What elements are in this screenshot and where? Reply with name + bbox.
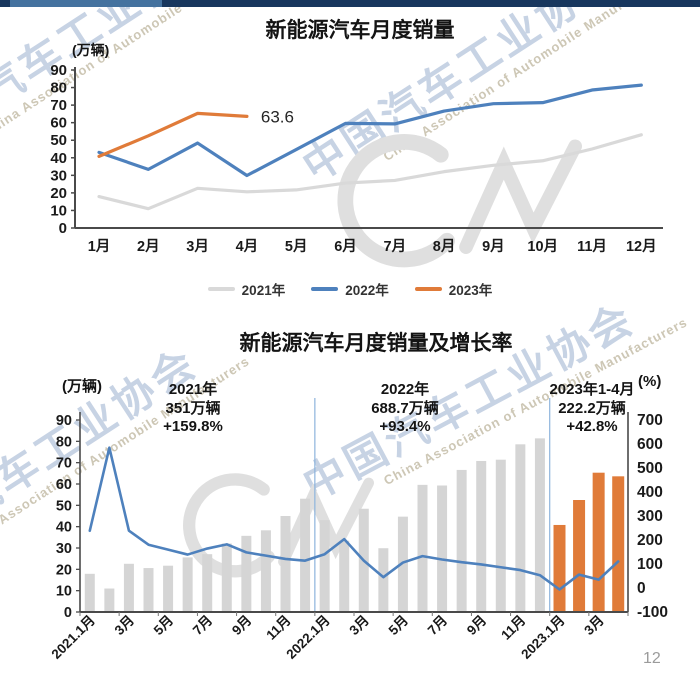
watermark-group: 中国汽车工业协会 China Association of Automobile… [0,315,252,591]
watermark-cn-text: 中国汽车工业协会 [295,294,643,509]
header-bar-accent [10,0,162,7]
watermark-group: 中国汽车工业协会 China Association of Automobile… [0,0,275,179]
watermark-group: 中国汽车工业协会 China Association of Automobile… [294,0,675,203]
watermark-group: 中国汽车工业协会 China Association of Automobile… [296,274,690,522]
watermark-en-text: China Association of Automobile Manufact… [381,314,690,489]
header-bar [0,0,700,7]
watermark-en-text: China Association of Automobile Manufact… [0,0,276,140]
watermark-cn-text: 中国汽车工业协会 [0,0,229,167]
